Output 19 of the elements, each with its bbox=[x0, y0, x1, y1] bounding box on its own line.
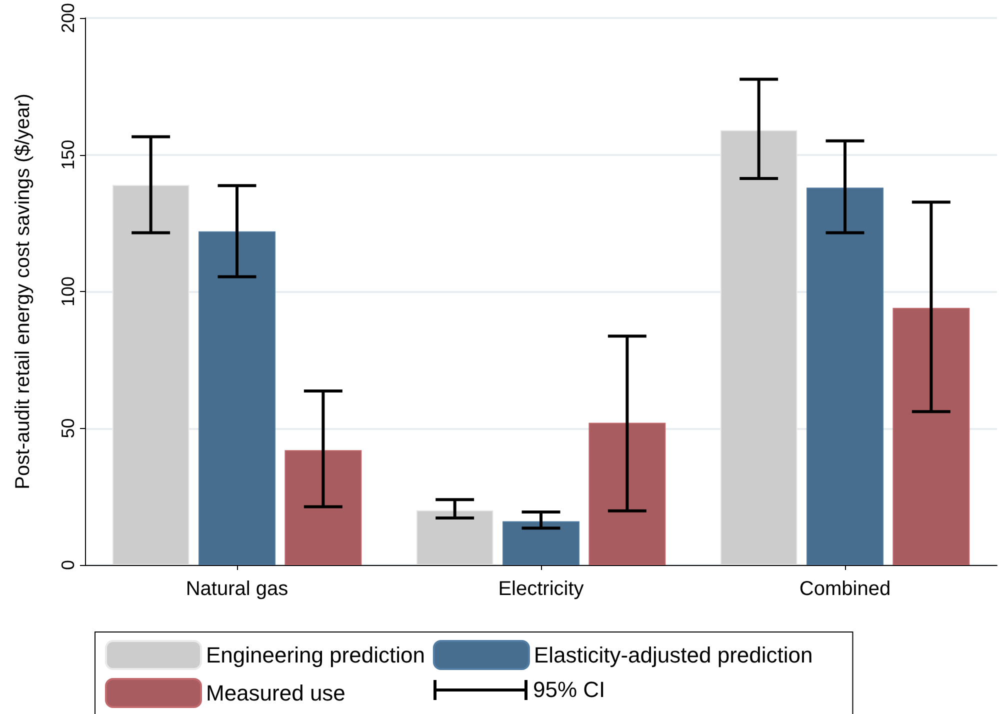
y-tick-label: 50 bbox=[58, 418, 78, 438]
legend-label: Measured use bbox=[206, 680, 346, 706]
bar bbox=[502, 521, 580, 565]
bar bbox=[588, 422, 666, 565]
y-tick-label: 150 bbox=[58, 140, 78, 170]
bar bbox=[198, 231, 276, 565]
x-tick-label: Combined bbox=[799, 578, 891, 600]
text: 95% CI bbox=[533, 677, 606, 703]
legend-label: Engineering prediction bbox=[206, 642, 425, 668]
y-tick-label: 0 bbox=[58, 560, 78, 570]
x-tick-label: Electricity bbox=[498, 578, 584, 600]
y-tick-label: 100 bbox=[58, 276, 78, 307]
bar bbox=[892, 308, 970, 565]
bar bbox=[806, 188, 884, 565]
legend-label: Elasticity-adjusted prediction bbox=[534, 642, 813, 668]
x-tick-label: Natural gas bbox=[186, 578, 288, 600]
bar bbox=[284, 450, 362, 565]
y-axis-title: Post-audit retail energy cost savings ($/year) bbox=[12, 94, 34, 490]
y-tick-label: 200 bbox=[58, 2, 78, 34]
